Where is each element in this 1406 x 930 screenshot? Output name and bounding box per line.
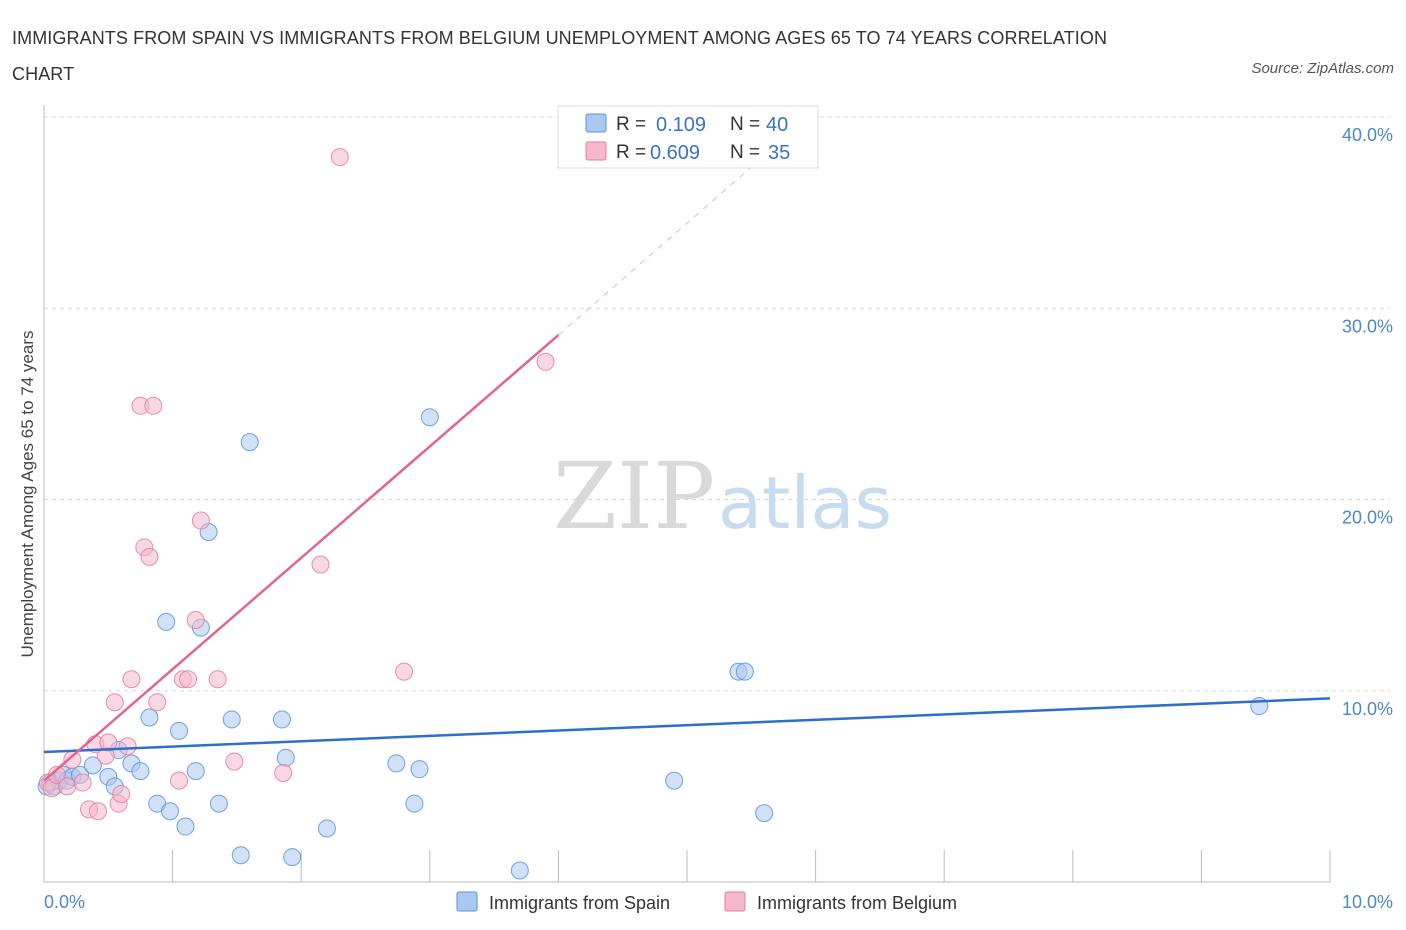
spain-point-30 (317, 819, 336, 838)
bottom-legend: Immigrants from Spain Immigrants from Be… (456, 891, 957, 913)
bottom-legend-label-spain: Immigrants from Spain (489, 893, 670, 913)
spain-point-16 (157, 612, 176, 631)
belgium-point-8 (89, 802, 108, 821)
belgium-point-5 (73, 773, 92, 792)
watermark-atlas: atlas (718, 461, 892, 545)
x-tick-label-max: 10.0% (1342, 892, 1393, 912)
series-spain-points (37, 408, 1269, 880)
spain-point-25 (231, 846, 250, 865)
x-tick-label-min: 0.0% (44, 892, 85, 912)
legend-r-label-spain: R = (616, 114, 646, 135)
y-tick-label-2: 30.0% (1342, 316, 1393, 336)
legend-n-value-belgium: 35 (768, 142, 790, 164)
legend-swatch-belgium (585, 141, 607, 161)
bottom-legend-swatch-spain (456, 891, 478, 912)
spain-point-18 (170, 721, 189, 740)
legend-n-label-belgium: N = (730, 142, 760, 163)
spain-point-24 (222, 710, 241, 729)
belgium-point-21 (170, 771, 189, 790)
spain-point-29 (283, 848, 302, 867)
y-tick-labels: 10.0% 20.0% 30.0% 40.0% (1342, 125, 1393, 719)
y-tick-label-0: 10.0% (1342, 699, 1393, 719)
spain-point-26 (240, 433, 259, 452)
belgium-point-23 (179, 670, 198, 689)
belgium-point-19 (144, 396, 163, 415)
y-tick-label-1: 20.0% (1342, 508, 1393, 528)
legend-n-label-spain: N = (730, 114, 760, 135)
spain-point-32 (405, 794, 424, 813)
spain-point-17 (161, 802, 180, 821)
spain-point-8 (83, 756, 102, 775)
belgium-point-32 (536, 352, 555, 371)
spain-point-27 (272, 710, 291, 729)
spain-point-19 (176, 817, 195, 836)
belgium-point-13 (112, 785, 131, 804)
belgium-point-20 (148, 693, 167, 712)
trend-line-belgium-extension (558, 110, 816, 336)
belgium-point-28 (274, 763, 293, 782)
belgium-point-4 (63, 750, 82, 769)
trend-line-belgium (43, 334, 560, 782)
belgium-point-24 (186, 610, 205, 629)
belgium-point-3 (58, 777, 77, 796)
spain-point-28 (276, 748, 295, 767)
spain-point-33 (410, 760, 429, 779)
y-axis-title: Unemployment Among Ages 65 to 74 years (18, 331, 37, 658)
belgium-point-25 (191, 511, 210, 530)
trend-lines (43, 110, 1331, 782)
legend-r-value-spain: 0.109 (656, 114, 706, 136)
bottom-legend-label-belgium: Immigrants from Belgium (757, 893, 957, 913)
spain-point-14 (140, 708, 159, 727)
x-tick-marks (172, 850, 1331, 882)
y-tick-label-3: 40.0% (1342, 125, 1393, 145)
legend-r-label-belgium: R = (616, 142, 646, 163)
legend-n-value-spain: 40 (766, 114, 788, 136)
belgium-point-15 (122, 670, 141, 689)
spain-point-20 (186, 762, 205, 781)
trend-line-spain (43, 697, 1331, 754)
spain-point-23 (209, 794, 228, 813)
belgium-point-27 (225, 752, 244, 771)
spain-point-13 (131, 762, 150, 781)
spain-point-36 (665, 771, 684, 790)
spain-point-38 (735, 662, 754, 681)
series-belgium-points (38, 148, 555, 821)
spain-point-31 (387, 754, 406, 773)
watermark-zip: ZIP (553, 443, 715, 550)
belgium-point-29 (311, 555, 330, 574)
belgium-point-10 (99, 733, 118, 752)
bottom-legend-swatch-belgium (724, 891, 746, 912)
legend-r-value-belgium: 0.609 (650, 142, 700, 164)
spain-point-35 (510, 861, 529, 880)
spain-point-39 (755, 804, 774, 823)
belgium-point-14 (118, 737, 137, 756)
legend-swatch-spain (585, 113, 607, 133)
chart-source: Source: ZipAtlas.com (1251, 60, 1394, 77)
belgium-point-18 (140, 547, 159, 566)
chart-title: IMMIGRANTS FROM SPAIN VS IMMIGRANTS FROM… (12, 28, 1108, 84)
belgium-point-31 (395, 662, 414, 681)
belgium-point-11 (105, 693, 124, 712)
spain-point-34 (420, 408, 439, 427)
belgium-point-26 (208, 670, 227, 689)
belgium-point-2 (47, 765, 66, 784)
top-legend: R = 0.109 N = 40 R = 0.609 N = 35 (557, 105, 819, 169)
belgium-point-30 (330, 148, 349, 167)
